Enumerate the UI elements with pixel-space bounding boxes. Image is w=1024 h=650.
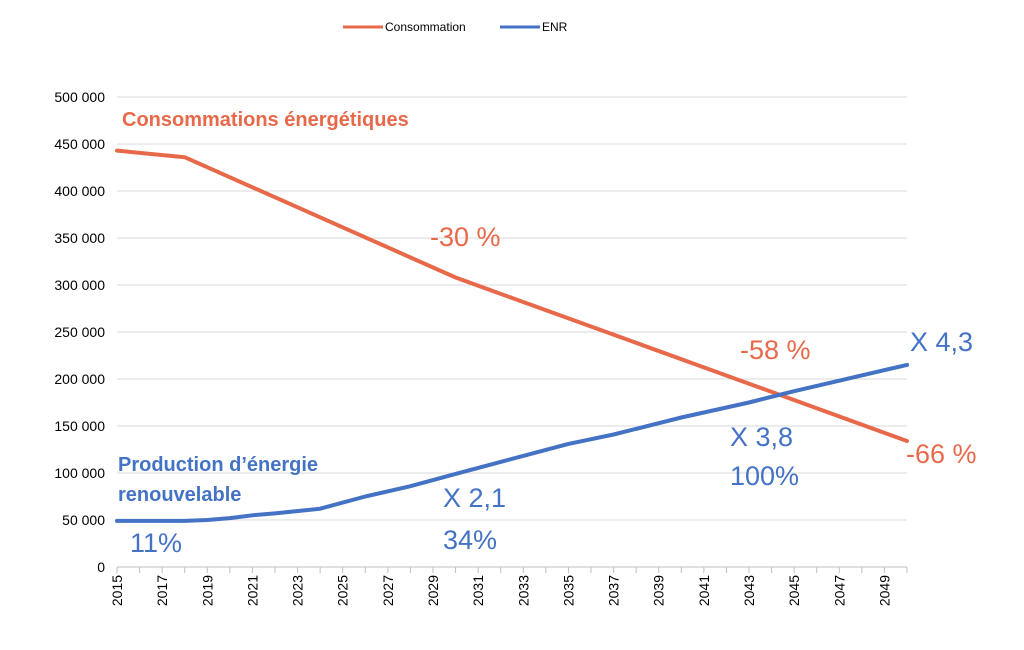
x-tick-label: 2041 <box>696 575 712 606</box>
annotations: Consommations énergétiques Production d’… <box>118 109 977 558</box>
annotation-100-pct: 100% <box>730 461 799 491</box>
x-tick-label: 2035 <box>560 575 576 606</box>
y-tick-label: 100 000 <box>54 465 105 481</box>
y-tick-label: 0 <box>97 559 105 575</box>
production-annotation-title-line2: renouvelable <box>118 484 241 506</box>
series-lines <box>115 148 909 523</box>
legend-consommation-label: Consommation <box>385 20 466 34</box>
y-tick-label: 500 000 <box>54 89 105 105</box>
x-tick-label: 2045 <box>786 575 802 606</box>
x-tick-label: 2029 <box>425 575 441 606</box>
series-line-enr <box>115 362 909 523</box>
y-tick-label: 250 000 <box>54 324 105 340</box>
consumption-annotation-title: Consommations énergétiques <box>122 109 409 131</box>
x-tick-label: 2043 <box>741 575 757 606</box>
series-line-consommation <box>115 148 909 443</box>
x-tick-label: 2039 <box>651 575 667 606</box>
y-tick-label: 450 000 <box>54 136 105 152</box>
x-tick-label: 2027 <box>380 575 396 606</box>
legend-enr-label: ENR <box>542 20 568 34</box>
production-annotation-title-line1: Production d’énergie <box>118 454 318 476</box>
x-tick-label: 2031 <box>470 575 486 606</box>
annotation-minus-58: -58 % <box>740 335 811 365</box>
legend: Consommation ENR <box>343 20 568 34</box>
annotation-34-pct: 34% <box>443 525 497 555</box>
x-tick-label: 2033 <box>515 575 531 606</box>
y-tick-label: 350 000 <box>54 230 105 246</box>
axes <box>116 566 908 573</box>
x-tick-label: 2015 <box>109 575 125 606</box>
annotation-minus-30: -30 % <box>430 222 501 252</box>
annotation-x-3-8: X 3,8 <box>730 422 793 452</box>
y-tick-label: 50 000 <box>62 512 105 528</box>
gridlines <box>117 96 907 521</box>
x-tick-label: 2025 <box>335 575 351 606</box>
annotation-minus-66: -66 % <box>906 439 977 469</box>
y-tick-label: 400 000 <box>54 183 105 199</box>
y-tick-label: 300 000 <box>54 277 105 293</box>
x-tick-label: 2019 <box>199 575 215 606</box>
x-tick-label: 2021 <box>244 575 260 606</box>
y-axis-ticks: 0 50 000 100 000 150 000 200 000 250 000 300 0… <box>54 89 105 575</box>
x-tick-label: 2047 <box>831 575 847 606</box>
y-tick-label: 150 000 <box>54 418 105 434</box>
x-axis-ticks: 2015 2017 2019 2021 2023 2025 2027 2029 2031 2033… <box>109 575 892 606</box>
x-tick-label: 2017 <box>154 575 170 606</box>
x-tick-label: 2023 <box>290 575 306 606</box>
annotation-x-4-3: X 4,3 <box>910 327 973 357</box>
annotation-11-pct: 11% <box>130 528 182 558</box>
x-tick-label: 2037 <box>606 575 622 606</box>
x-tick-label: 2049 <box>876 575 892 606</box>
annotation-x-2-1: X 2,1 <box>443 483 506 513</box>
y-tick-label: 200 000 <box>54 371 105 387</box>
